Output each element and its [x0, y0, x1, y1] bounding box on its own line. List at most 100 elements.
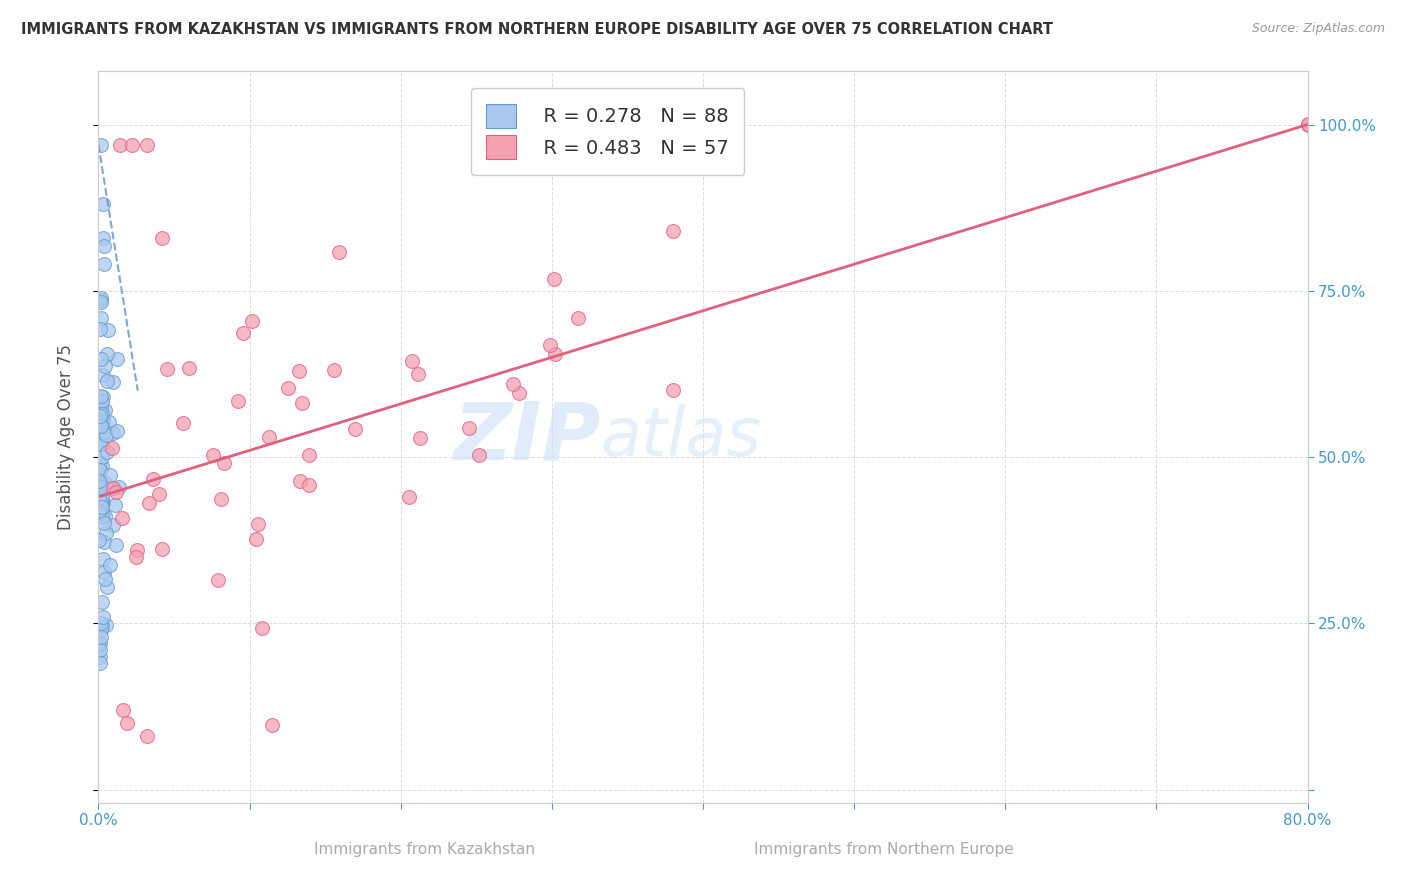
Point [91, 507, 114, 521]
Point [91, 412, 114, 426]
Point [91, 425, 114, 439]
Point [104, 538, 127, 552]
Point [260, 718, 283, 732]
Point [90, 291, 112, 305]
Point [409, 431, 432, 445]
Point [93, 565, 115, 579]
Point [91, 450, 114, 465]
Point [150, 230, 173, 244]
Point [90, 480, 112, 494]
Point [98, 467, 121, 482]
Point [111, 703, 134, 717]
Point [232, 326, 254, 341]
Point [91, 459, 114, 474]
Point [661, 224, 683, 238]
Point [138, 495, 160, 509]
Point [89, 437, 111, 451]
Point [90, 623, 112, 637]
Point [115, 716, 138, 731]
Point [245, 533, 267, 547]
Point [101, 375, 124, 389]
Point [226, 393, 249, 408]
Point [91, 197, 114, 211]
Point [240, 314, 263, 328]
Point [90, 419, 112, 434]
Point [343, 422, 366, 436]
Point [94, 403, 117, 417]
Point [207, 573, 229, 587]
Point [90, 419, 112, 434]
Point [93, 257, 115, 271]
Point [247, 517, 270, 532]
Point [96, 580, 118, 594]
Point [89, 649, 111, 664]
Point [89, 421, 111, 435]
Point [328, 245, 350, 260]
Point [94, 572, 117, 586]
Point [89, 403, 111, 417]
Point [89, 322, 111, 336]
Point [87, 394, 110, 409]
Point [94, 427, 117, 442]
Point [508, 386, 530, 401]
Point [468, 448, 491, 462]
Point [87, 491, 110, 505]
Point [89, 473, 111, 487]
Point [202, 448, 225, 462]
Point [277, 380, 299, 394]
Point [98, 415, 121, 429]
Point [96, 374, 118, 388]
Point [93, 516, 115, 530]
Point [1296, 118, 1319, 132]
Point [91, 494, 114, 508]
Point [91, 437, 114, 451]
Point [91, 489, 114, 503]
Point [90, 393, 112, 408]
Point [298, 477, 321, 491]
Point [96, 445, 118, 459]
Point [502, 377, 524, 392]
Point [104, 485, 127, 500]
Point [101, 441, 124, 455]
Point [91, 415, 114, 429]
Point [398, 490, 420, 504]
Point [90, 310, 112, 325]
Point [101, 518, 124, 533]
Text: Immigrants from Kazakhstan: Immigrants from Kazakhstan [315, 842, 536, 857]
Point [91, 595, 114, 609]
Point [567, 311, 589, 326]
Point [97, 323, 120, 337]
Point [90, 137, 112, 152]
Point [125, 550, 148, 565]
Point [90, 616, 112, 631]
Point [290, 474, 312, 488]
Point [209, 492, 232, 507]
Legend:   R = 0.278   N = 88,   R = 0.483   N = 57: R = 0.278 N = 88, R = 0.483 N = 57 [471, 88, 744, 175]
Text: Immigrants from Northern Europe: Immigrants from Northern Europe [755, 842, 1014, 857]
Point [94, 508, 117, 523]
Point [91, 230, 114, 244]
Point [90, 480, 112, 494]
Point [87, 639, 110, 653]
Point [288, 364, 311, 378]
Point [90, 294, 112, 309]
Point [87, 505, 110, 519]
Point [87, 462, 110, 476]
Point [90, 510, 112, 524]
Text: atlas: atlas [600, 404, 761, 470]
Point [105, 352, 128, 367]
Point [98, 558, 121, 572]
Point [406, 367, 429, 381]
Point [101, 425, 124, 440]
Point [458, 420, 481, 434]
Point [90, 352, 112, 367]
Point [127, 543, 149, 558]
Point [89, 487, 111, 501]
Point [323, 363, 346, 377]
Point [142, 472, 165, 486]
Point [90, 401, 112, 416]
Point [291, 396, 314, 410]
Point [135, 137, 157, 152]
Point [91, 494, 114, 508]
Point [101, 481, 124, 495]
